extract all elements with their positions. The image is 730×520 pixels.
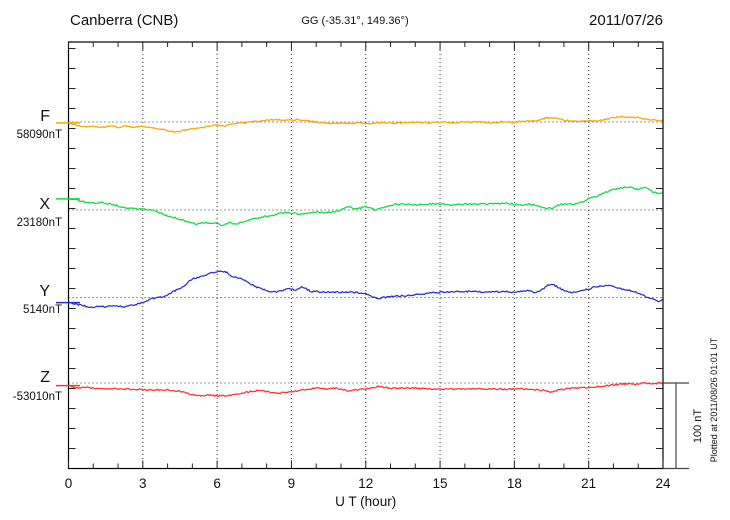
axis-ticks [68, 42, 664, 469]
series-label-x: X [39, 196, 50, 213]
geographic-coordinates: GG (-35.31°, 149.36°) [301, 15, 408, 27]
plot-frame [67, 41, 664, 470]
series-value-y: 5140nT [23, 304, 62, 316]
curve-y [68, 270, 663, 309]
x-tick-label: 6 [213, 476, 221, 491]
x-tick-label: 18 [507, 476, 522, 491]
series-label-y: Y [39, 283, 50, 300]
plot-border [67, 41, 664, 470]
x-tick-label: 9 [288, 476, 296, 491]
series-value-x: 23180nT [17, 217, 62, 229]
series-value-f: 58090nT [17, 129, 62, 141]
curve-z [68, 381, 664, 398]
station-title: Canberra (CNB) [70, 12, 178, 29]
data-curves [68, 115, 664, 398]
series-value-z: -53010nT [13, 391, 62, 403]
scale-bar-label: 100 nT [692, 409, 704, 444]
curve-f [68, 115, 664, 133]
gridlines [142, 42, 590, 469]
x-axis-label: U T (hour) [335, 494, 396, 509]
curve-x [68, 186, 664, 227]
x-tick-label: 0 [65, 476, 73, 491]
plotted-at-note: Plotted at 2011/08/26 01:01 UT [709, 337, 719, 462]
x-tick-label: 3 [139, 476, 147, 491]
series-label-z: Z [40, 369, 50, 386]
baselines [68, 121, 663, 384]
x-tick-labels: 0 3 6 9 12 15 18 21 24 [65, 476, 671, 491]
series-label-f: F [40, 108, 50, 125]
x-tick-label: 24 [655, 476, 671, 491]
scale-bar [663, 382, 689, 470]
plot-date: 2011/07/26 [589, 12, 663, 29]
x-tick-label: 12 [358, 476, 373, 491]
x-tick-label: 15 [433, 476, 448, 491]
x-tick-label: 21 [581, 476, 596, 491]
series-start-ticks [56, 122, 80, 387]
